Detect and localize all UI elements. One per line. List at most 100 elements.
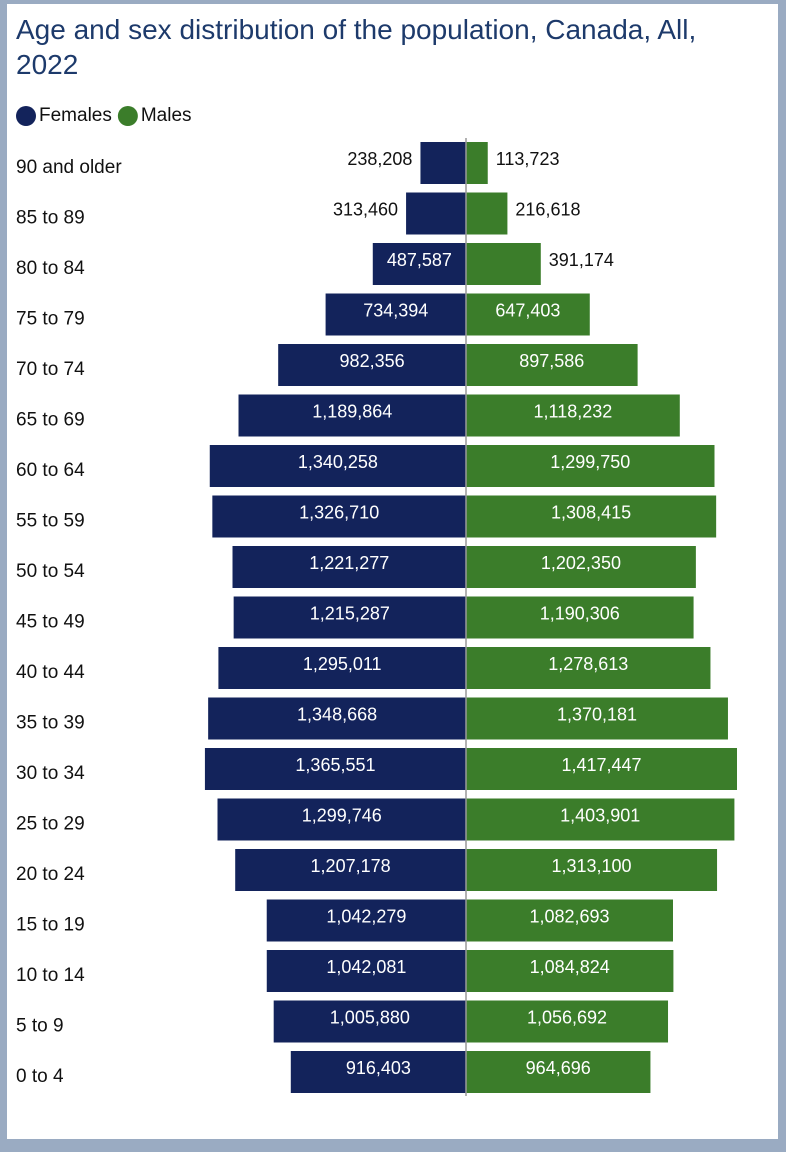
bar bbox=[466, 798, 735, 841]
bar bbox=[238, 394, 466, 437]
value-label: 916,403 bbox=[346, 1058, 411, 1078]
value-label: 1,189,864 bbox=[312, 401, 392, 421]
value-label: 1,084,824 bbox=[530, 957, 610, 977]
category-label: 20 to 24 bbox=[16, 864, 85, 885]
bar bbox=[406, 192, 466, 235]
category-label: 70 to 74 bbox=[16, 359, 85, 380]
value-label: 1,042,279 bbox=[326, 906, 406, 926]
value-label: 238,208 bbox=[347, 149, 412, 169]
bar bbox=[466, 445, 715, 487]
value-label: 1,118,232 bbox=[534, 401, 613, 421]
bar bbox=[466, 849, 718, 891]
category-label: 10 to 14 bbox=[16, 965, 85, 986]
category-label: 60 to 64 bbox=[16, 460, 85, 481]
value-label: 1,403,901 bbox=[560, 805, 640, 825]
category-label: 65 to 69 bbox=[16, 410, 85, 431]
category-label: 55 to 59 bbox=[16, 511, 85, 532]
bar bbox=[217, 798, 466, 841]
category-label: 85 to 89 bbox=[16, 208, 85, 229]
bar bbox=[208, 697, 466, 740]
category-label: 90 and older bbox=[16, 157, 122, 178]
bar bbox=[466, 344, 638, 386]
bar bbox=[466, 546, 696, 588]
bar bbox=[235, 849, 466, 891]
value-label: 1,299,750 bbox=[550, 452, 630, 472]
value-label: 313,460 bbox=[333, 199, 398, 219]
value-label: 1,221,277 bbox=[309, 553, 389, 573]
value-label: 1,313,100 bbox=[551, 856, 631, 876]
value-label: 897,586 bbox=[519, 351, 584, 371]
value-label: 1,348,668 bbox=[297, 704, 377, 724]
category-label: 50 to 54 bbox=[16, 561, 85, 582]
value-label: 1,340,258 bbox=[298, 452, 378, 472]
bar bbox=[466, 647, 711, 689]
chart-title: Age and sex distribution of the populati… bbox=[16, 14, 697, 80]
bar bbox=[209, 445, 466, 487]
value-label: 487,587 bbox=[387, 250, 452, 270]
bar bbox=[290, 1051, 466, 1093]
bar bbox=[204, 748, 466, 790]
bar bbox=[466, 1000, 669, 1043]
category-label: 80 to 84 bbox=[16, 258, 85, 279]
bar bbox=[232, 546, 466, 588]
value-label: 1,215,287 bbox=[310, 603, 390, 623]
value-label: 647,403 bbox=[495, 300, 560, 320]
value-label: 1,365,551 bbox=[295, 755, 375, 775]
legend-swatch bbox=[16, 106, 36, 126]
bar bbox=[466, 950, 674, 992]
value-label: 1,295,011 bbox=[303, 654, 382, 674]
bar bbox=[466, 495, 717, 538]
value-label: 1,202,350 bbox=[541, 553, 621, 573]
value-label: 1,326,710 bbox=[299, 502, 379, 522]
bar bbox=[420, 142, 466, 184]
value-label: 1,370,181 bbox=[557, 704, 637, 724]
value-label: 734,394 bbox=[363, 300, 428, 320]
value-label: 1,278,613 bbox=[548, 654, 628, 674]
value-label: 1,005,880 bbox=[330, 1007, 410, 1027]
legend-label: Females bbox=[39, 105, 112, 126]
bar bbox=[466, 697, 728, 740]
value-label: 1,299,746 bbox=[302, 805, 382, 825]
bar bbox=[212, 495, 466, 538]
bar bbox=[466, 142, 488, 184]
bar bbox=[266, 950, 466, 992]
value-label: 1,082,693 bbox=[529, 906, 609, 926]
category-label: 30 to 34 bbox=[16, 763, 85, 784]
value-label: 1,190,306 bbox=[540, 603, 620, 623]
bar bbox=[278, 344, 466, 386]
value-label: 216,618 bbox=[515, 199, 580, 219]
bar bbox=[466, 1051, 651, 1093]
category-label: 35 to 39 bbox=[16, 713, 85, 734]
value-label: 1,207,178 bbox=[311, 856, 391, 876]
category-label: 0 to 4 bbox=[16, 1066, 64, 1087]
bar bbox=[218, 647, 466, 689]
value-label: 113,723 bbox=[496, 149, 560, 169]
bar bbox=[466, 748, 737, 790]
value-label: 1,042,081 bbox=[326, 957, 406, 977]
value-label: 964,696 bbox=[526, 1058, 591, 1078]
category-label: 15 to 19 bbox=[16, 915, 85, 936]
bar bbox=[233, 596, 466, 639]
bar bbox=[273, 1000, 466, 1043]
value-label: 391,174 bbox=[549, 250, 614, 270]
category-label: 5 to 9 bbox=[16, 1016, 64, 1037]
value-label: 982,356 bbox=[340, 351, 405, 371]
category-label: 75 to 79 bbox=[16, 309, 85, 330]
value-label: 1,056,692 bbox=[527, 1007, 607, 1027]
bar bbox=[466, 243, 541, 285]
value-label: 1,417,447 bbox=[561, 755, 641, 775]
bar bbox=[466, 394, 680, 437]
legend-label: Males bbox=[141, 105, 192, 126]
bar bbox=[466, 293, 590, 336]
category-label: 25 to 29 bbox=[16, 814, 85, 835]
bar bbox=[466, 899, 673, 942]
bar bbox=[466, 192, 508, 235]
category-label: 40 to 44 bbox=[16, 662, 85, 683]
legend-swatch bbox=[117, 106, 138, 126]
bar bbox=[266, 899, 466, 942]
category-label: 45 to 49 bbox=[16, 612, 85, 633]
bar bbox=[372, 243, 466, 285]
bar bbox=[325, 293, 466, 336]
